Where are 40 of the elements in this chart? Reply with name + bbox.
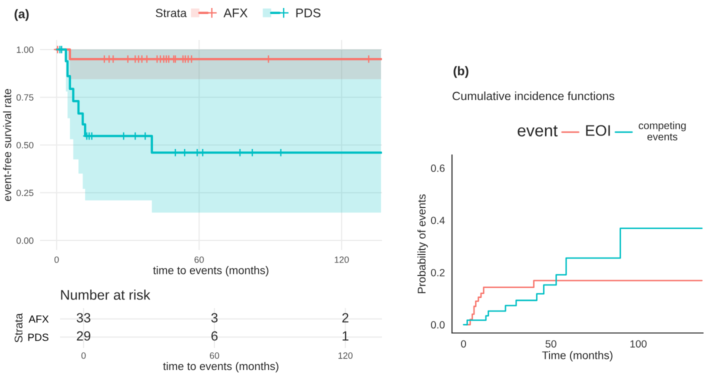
x-axis-title: time to events (months) <box>163 362 278 372</box>
y-tick-label: 0.4 <box>430 216 445 224</box>
y-axis-title: Strata <box>14 313 22 342</box>
y-tick-label: 0.00 <box>16 237 34 244</box>
legend-label: EOI <box>586 125 610 136</box>
y-tick-label: 0.6 <box>430 164 445 172</box>
y-axis-title: Probability of events <box>417 194 428 294</box>
x-tick-label: 50 <box>546 340 556 348</box>
data-label: 33 <box>76 313 90 322</box>
legend-label: PDS <box>296 8 320 18</box>
y-axis-title: event-free survival rate <box>3 88 12 202</box>
legend-title: event <box>518 126 558 136</box>
data-label: 1 <box>342 331 348 341</box>
data-label: 6 <box>211 331 218 341</box>
y-tick-label: 0.75 <box>16 94 34 101</box>
x-axis-title: time to events (months) <box>153 266 268 276</box>
x-tick-label: 60 <box>194 256 204 263</box>
legend-title: Strata <box>156 8 187 18</box>
x-tick-label: 60 <box>210 352 220 359</box>
y-tick-label: 0.0 <box>430 321 445 329</box>
legend-label: competing events <box>638 122 686 140</box>
x-axis-title: Time (months) <box>542 351 612 362</box>
legend-label: AFX <box>224 8 248 18</box>
x-tick-label: 100 <box>630 340 647 348</box>
x-tick-label: 0 <box>461 340 466 348</box>
data-label: 2 <box>342 313 348 322</box>
chart-title: Cumulative incidence functions <box>452 92 614 100</box>
x-tick-label: 120 <box>338 352 353 359</box>
data-label: 29 <box>76 331 90 341</box>
y-tick-label: 0.50 <box>16 142 34 148</box>
text: (a) <box>14 9 29 21</box>
y-tick-label: 0.2 <box>430 268 445 276</box>
x-tick-label: 0 <box>81 352 86 359</box>
y-tick-label: 0.25 <box>16 190 34 196</box>
text: (b) <box>454 66 468 78</box>
data-label: 3 <box>211 313 218 322</box>
x-tick-label: 120 <box>334 256 349 263</box>
y-tick-label: 1.00 <box>16 46 34 53</box>
chart-title: Number at risk <box>61 290 150 300</box>
x-tick-label: 0 <box>54 256 59 263</box>
